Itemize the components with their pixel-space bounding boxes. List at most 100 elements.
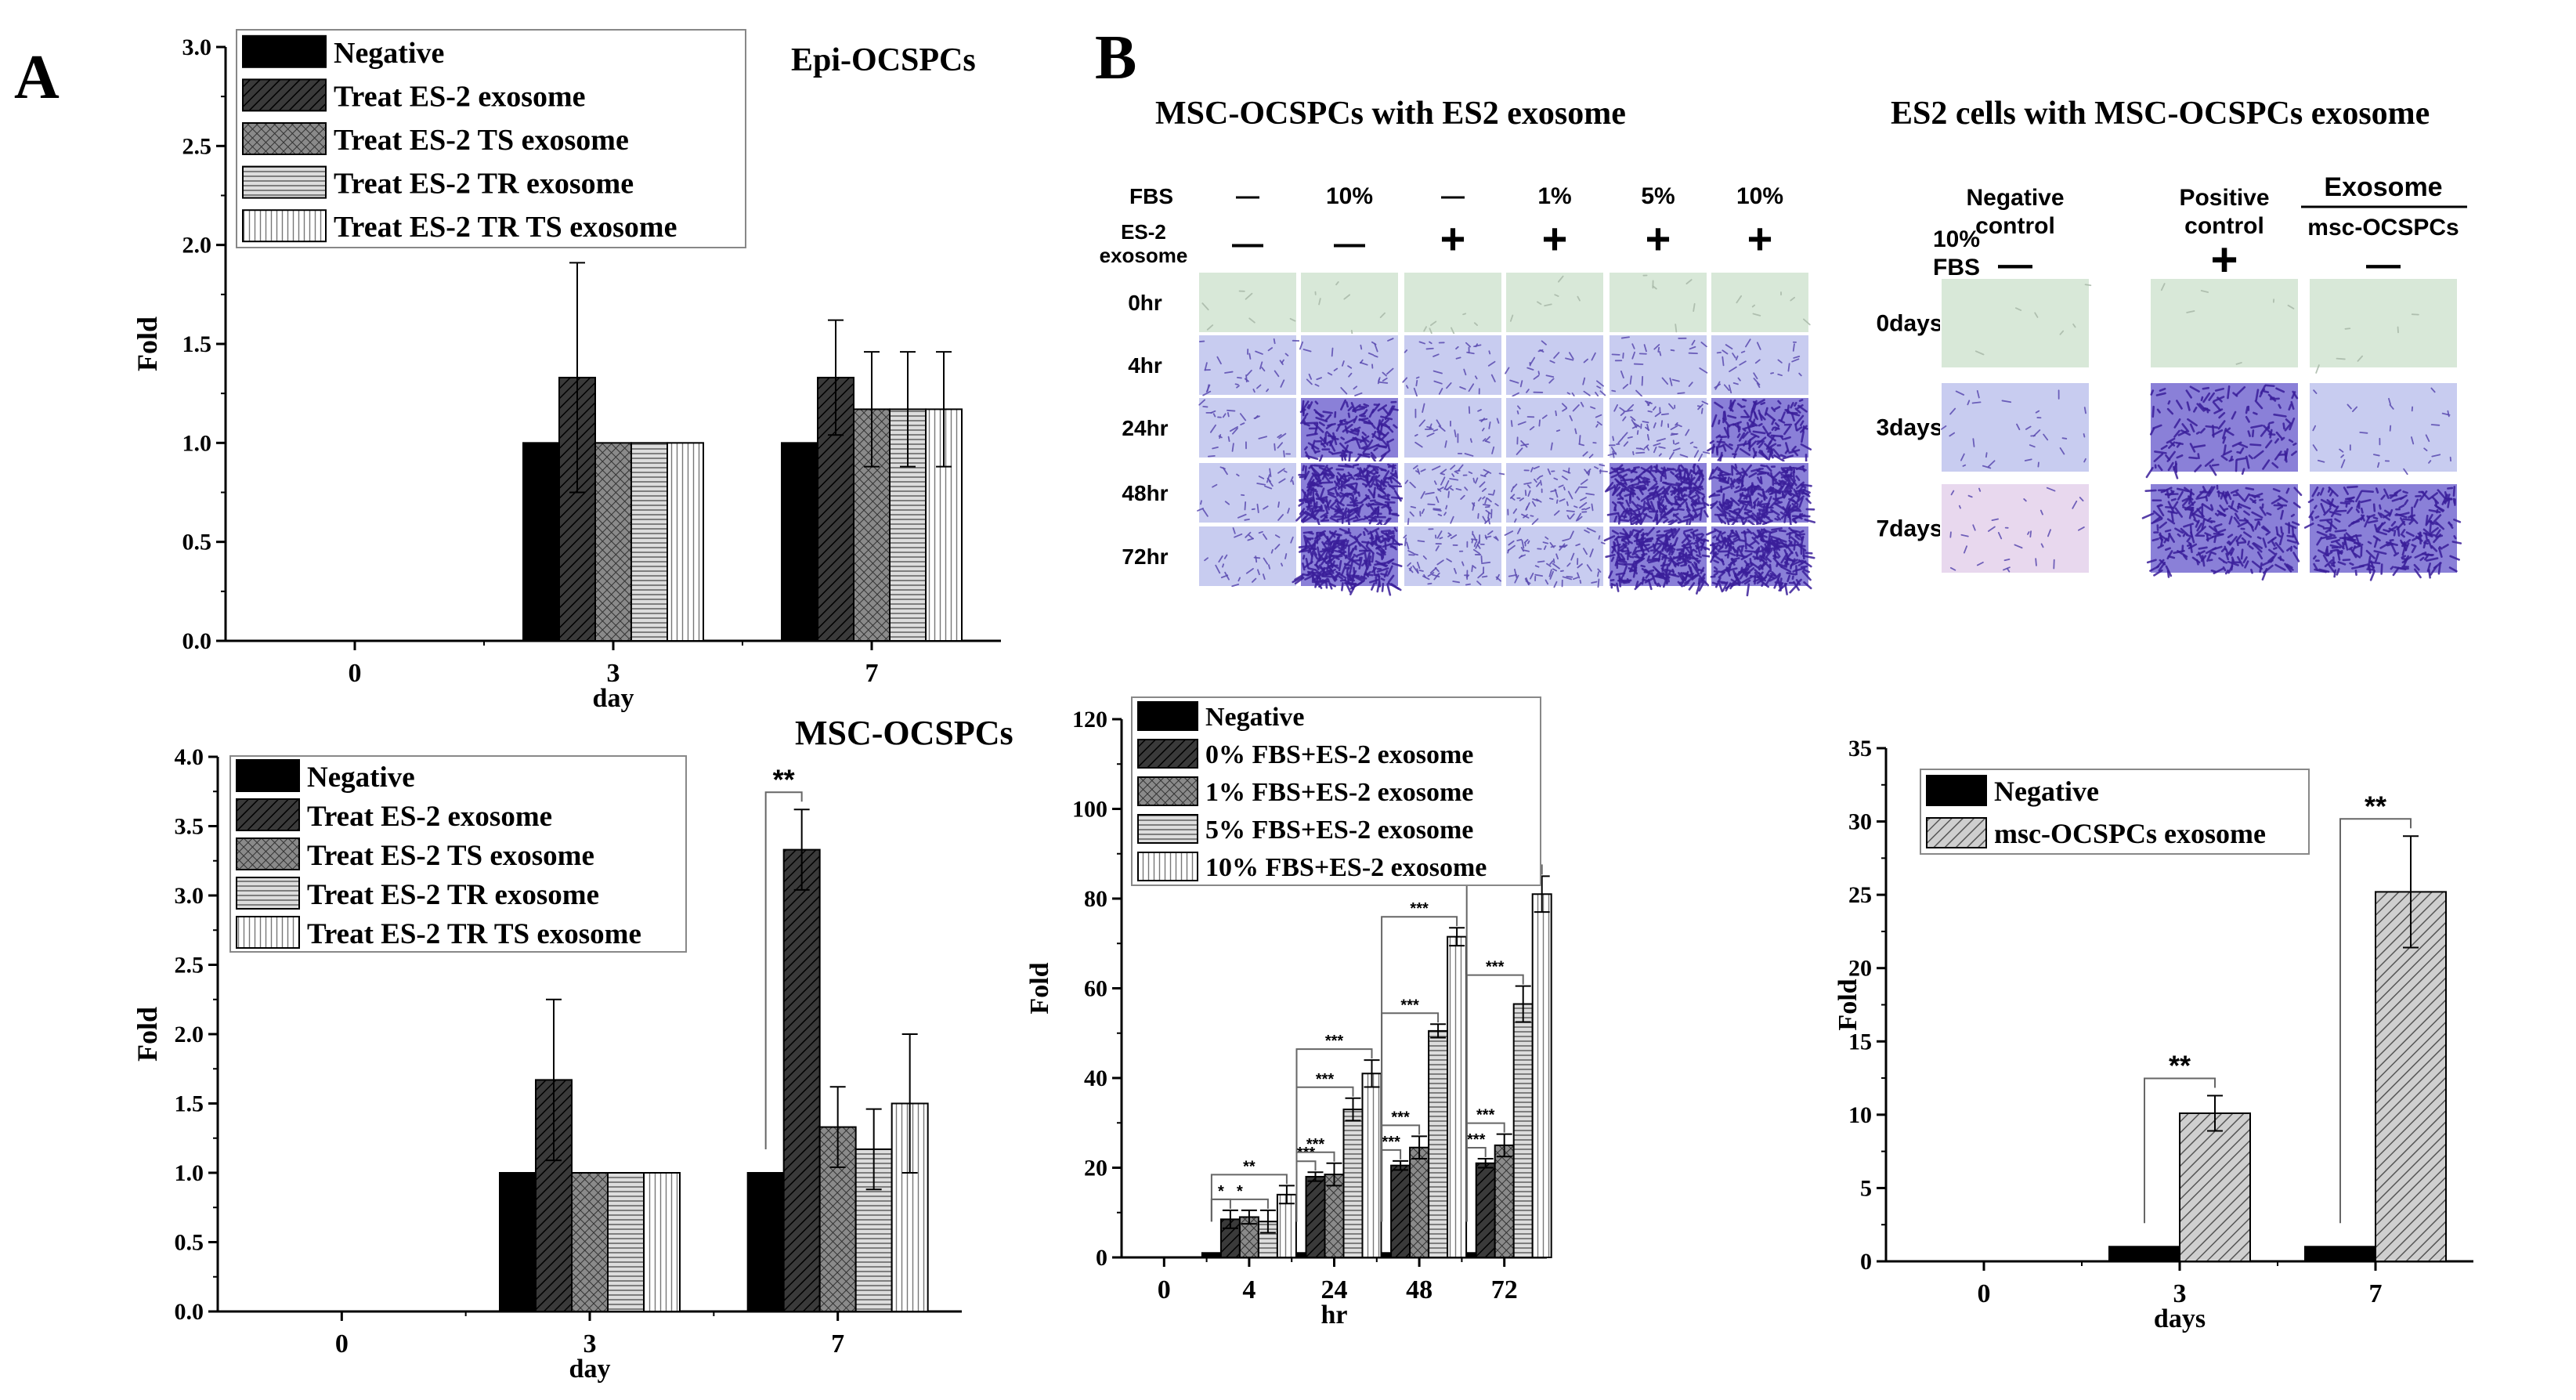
cell-mark (2290, 513, 2296, 518)
cell-mark (1263, 505, 1269, 510)
cell-mark (1514, 574, 1519, 584)
cell-mark (1718, 479, 1729, 484)
cell-mark (1433, 370, 1443, 374)
cell-mark (1555, 553, 1559, 560)
panel-b-left-title: MSC-OCSPCs with ES2 exosome (1155, 96, 1626, 132)
cell-mark (2189, 443, 2196, 453)
cell-mark (1777, 359, 1783, 364)
cell-mark (1791, 519, 1797, 524)
cell-mark (1433, 353, 1440, 357)
cell-mark (2329, 511, 2342, 516)
cell-mark (1770, 489, 1775, 495)
cell-mark (2273, 413, 2287, 418)
cell-mark (1390, 496, 1404, 500)
cell-mark (1793, 559, 1798, 563)
y-axis-label: Fold (1025, 962, 1054, 1014)
cell-mark (1327, 372, 1333, 376)
cell-mark (1612, 501, 1617, 506)
cell-mark (2287, 304, 2295, 309)
cell-mark (1691, 563, 1700, 574)
cell-mark (2024, 458, 2032, 461)
cell-mark (2280, 509, 2284, 520)
cell-mark (1632, 565, 1638, 575)
cell-mark (1451, 327, 1455, 335)
cell-mark (1274, 534, 1281, 538)
cell-mark (1339, 527, 1349, 534)
cell-mark (2278, 532, 2285, 546)
cell-mark (1308, 401, 1313, 410)
cell-mark (1646, 423, 1649, 432)
cell-mark (1569, 513, 1575, 520)
cell-mark (2347, 506, 2354, 515)
cell-mark (2447, 497, 2451, 508)
cell-mark (1626, 547, 1631, 557)
cell-mark (1446, 382, 1452, 389)
cell-mark (1629, 555, 1635, 559)
cell-mark (1761, 530, 1765, 539)
significance-label: *** (1410, 900, 1429, 917)
cell-mark (1722, 493, 1725, 506)
cell-mark (2166, 518, 2176, 525)
cell-mark (2247, 540, 2250, 546)
time-row-label: 72hr (1122, 544, 1168, 569)
cell-mark (1295, 512, 1306, 522)
micrograph (1608, 271, 1708, 334)
cell-mark (1664, 528, 1676, 533)
cell-mark (1695, 491, 1700, 499)
cell-mark (2281, 436, 2285, 441)
cell-mark (1787, 505, 1795, 513)
cell-mark (1340, 399, 1346, 411)
cell-mark (1306, 378, 1313, 385)
cell-mark (2239, 447, 2245, 454)
cell-mark (1623, 508, 1633, 513)
x-tick-label: 3 (2173, 1279, 2187, 1308)
cell-mark (2438, 546, 2443, 550)
cell-mark (2219, 505, 2226, 512)
cell-mark (2201, 555, 2206, 567)
cell-mark (2286, 547, 2292, 552)
cell-mark (1207, 454, 1216, 458)
cell-mark (1370, 451, 1377, 459)
cell-mark (1697, 573, 1706, 585)
cell-mark (2433, 514, 2442, 523)
cell-mark (1743, 440, 1747, 447)
cell-mark (2292, 534, 2300, 545)
cell-mark (1617, 437, 1624, 444)
cell-mark (2355, 508, 2360, 513)
cell-mark (1378, 381, 1389, 384)
cell-mark (1263, 573, 1266, 581)
cell-mark (2408, 519, 2415, 525)
cell-mark (1758, 412, 1766, 421)
cell-mark (1745, 563, 1750, 566)
cell-mark (1324, 580, 1328, 589)
significance-label: *** (1467, 1131, 1486, 1149)
cell-mark (1572, 404, 1580, 412)
cell-mark (1256, 384, 1262, 389)
cell-mark (2220, 547, 2226, 552)
cell-mark (2428, 508, 2441, 513)
cell-mark (1277, 468, 1285, 474)
cell-mark (1342, 485, 1346, 490)
cell-mark (1360, 446, 1367, 450)
cell-mark (2222, 436, 2227, 444)
cell-mark (1308, 567, 1316, 571)
cell-mark (1778, 529, 1787, 533)
cell-mark (1640, 537, 1644, 552)
cell-mark (1732, 535, 1740, 541)
cell-mark (1302, 516, 1313, 523)
cell-mark (1311, 472, 1317, 477)
cell-mark (1362, 483, 1368, 487)
cell-mark (1468, 471, 1473, 475)
cell-mark (1708, 468, 1714, 480)
cell-mark (1523, 549, 1530, 552)
cell-mark (1315, 557, 1321, 565)
legend-swatch (1137, 814, 1198, 844)
cell-mark (1741, 575, 1753, 584)
cell-mark (1386, 440, 1391, 452)
cell-mark (1523, 538, 1529, 544)
cell-mark (1494, 536, 1499, 541)
micrograph (1505, 396, 1605, 459)
y-tick-label: 3.5 (175, 814, 204, 840)
